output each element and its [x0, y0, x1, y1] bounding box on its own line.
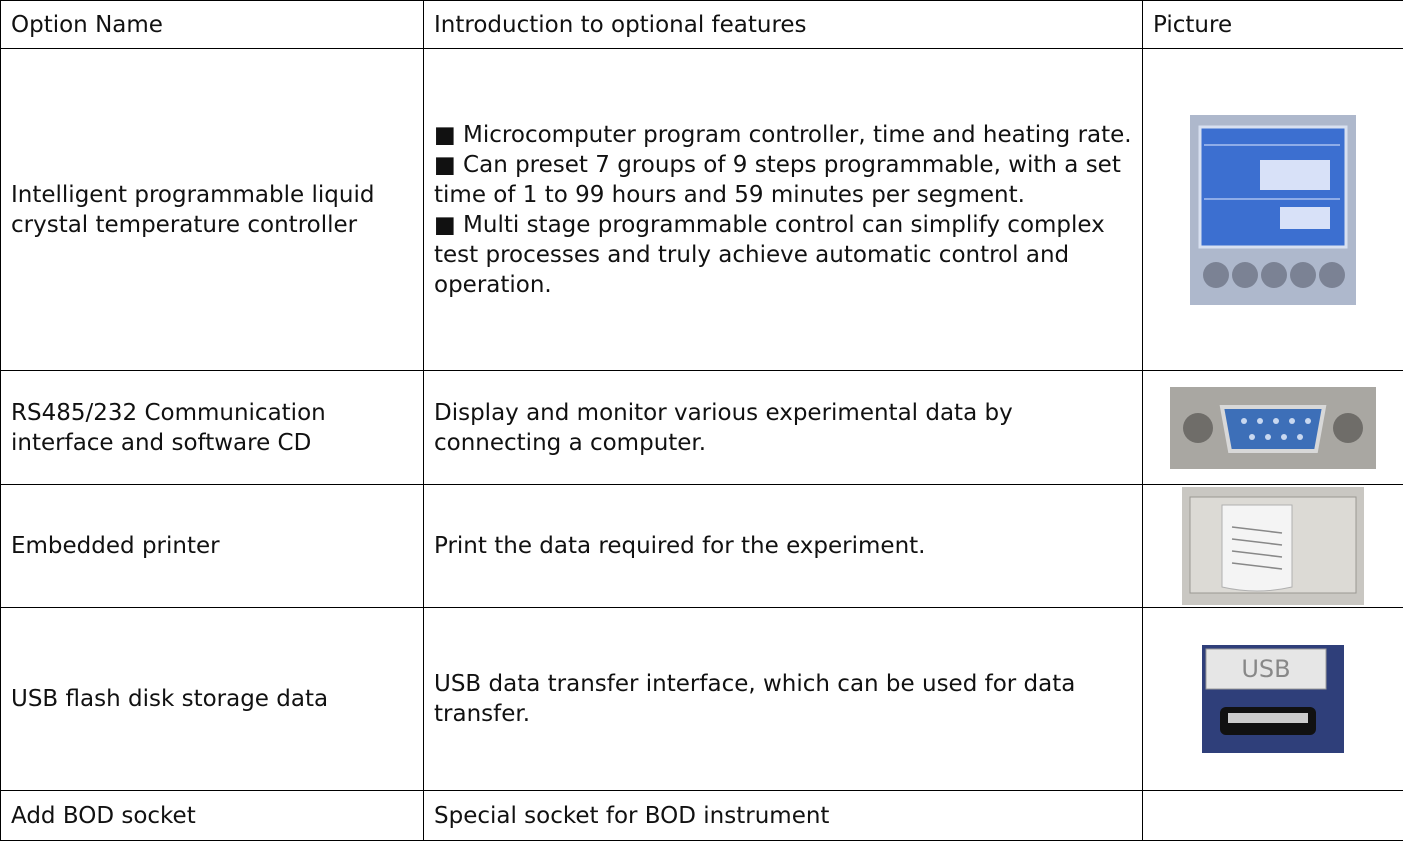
- features: Display and monitor various experimental…: [424, 371, 1143, 485]
- picture-cell: [1143, 485, 1403, 608]
- row: Embedded printer Print the data required…: [1, 485, 1403, 608]
- picture-cell: USB: [1143, 608, 1403, 791]
- svg-text:USB: USB: [1241, 655, 1290, 683]
- picture-cell: [1143, 791, 1403, 841]
- header-cell: Option Name: [1, 1, 424, 49]
- row: Add BOD socket Special socket for BOD in…: [1, 791, 1403, 841]
- feature: ■ Microcomputer program controller, time…: [434, 120, 1136, 150]
- features: ■ Microcomputer program controller, time…: [424, 49, 1143, 371]
- header-row: Option Name Introduction to optional fea…: [1, 1, 1403, 49]
- feature: ■ Can preset 7 groups of 9 steps program…: [434, 150, 1136, 210]
- feature: USB data transfer interface, which can b…: [434, 669, 1136, 729]
- feature: Special socket for BOD instrument: [434, 801, 1136, 831]
- features: Print the data required for the experime…: [424, 485, 1143, 608]
- usb-picture: USB: [1202, 645, 1344, 753]
- option-name: RS485/232 Communication interface and so…: [1, 371, 424, 485]
- serial-port-picture: [1170, 387, 1376, 469]
- row: USB flash disk storage data USB data tra…: [1, 608, 1403, 791]
- option-name: Add BOD socket: [1, 791, 424, 841]
- row: RS485/232 Communication interface and so…: [1, 371, 1403, 485]
- feature: ■ Multi stage programmable control can s…: [434, 210, 1136, 300]
- header-cell: Picture: [1143, 1, 1403, 49]
- picture-cell: [1143, 49, 1403, 371]
- option-name: Embedded printer: [1, 485, 424, 608]
- features: Special socket for BOD instrument: [424, 791, 1143, 841]
- feature: Display and monitor various experimental…: [434, 398, 1136, 458]
- row: Intelligent programmable liquid crystal …: [1, 49, 1403, 371]
- controller-picture: [1190, 115, 1356, 305]
- header-cell: Introduction to optional features: [424, 1, 1143, 49]
- option-name: Intelligent programmable liquid crystal …: [1, 49, 424, 371]
- printer-picture: [1182, 487, 1364, 605]
- option-name: USB flash disk storage data: [1, 608, 424, 791]
- picture-cell: [1143, 371, 1403, 485]
- feature: Print the data required for the experime…: [434, 531, 1136, 561]
- features: USB data transfer interface, which can b…: [424, 608, 1143, 791]
